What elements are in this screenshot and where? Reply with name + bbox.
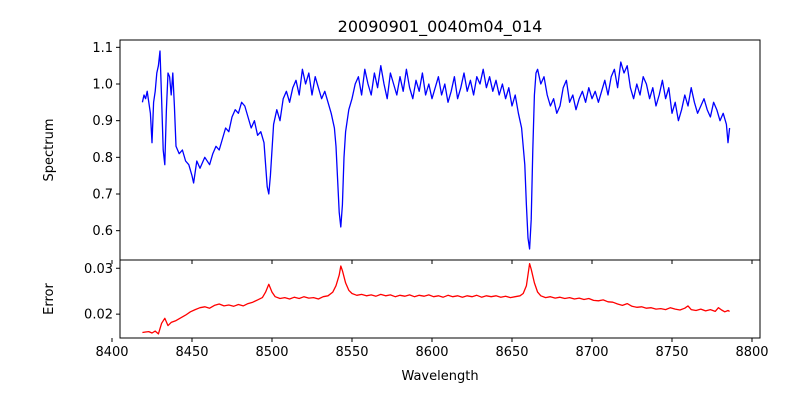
error-series-line [142,263,730,335]
error-x-tick-label: 8650 [495,345,528,360]
chart-title: 20090901_0040m04_014 [338,17,543,37]
spectrum-y-tick-label: 0.6 [92,224,113,239]
spectrum-y-tick-label: 0.7 [92,188,113,203]
error-x-tick-label: 8700 [575,345,608,360]
error-y-axis-label: Error [42,283,57,315]
error-x-axis-label: Wavelength [401,369,478,384]
spectrum-y-tick-label: 0.9 [92,114,113,129]
error-panel: 8400 8450 8500 8550 8600 8650 8700 8750 8800 0.02… [42,259,769,384]
error-x-tick-label: 8800 [735,345,768,360]
spectrum-y-tick-label: 1.0 [92,78,113,93]
spectrum-series-line [141,50,731,250]
spectrum-y-tick-label: 0.8 [92,151,113,166]
error-x-tick-label: 8450 [175,345,208,360]
error-x-tick-label: 8750 [655,345,688,360]
error-x-tick-label: 8600 [415,345,448,360]
spectrum-axes-frame [119,39,761,261]
error-x-tick-label: 8550 [335,345,368,360]
spectrum-y-tick-label: 1.1 [92,41,113,56]
error-y-tick-label: 0.02 [84,308,113,323]
spectrum-panel: 0.6 0.7 0.8 0.9 1.0 1.1 Spectrum 20090901_0040m… [42,17,761,264]
error-axes-frame [119,259,761,339]
spectrum-y-axis-label: Spectrum [42,119,57,182]
error-y-tick-label: 0.03 [84,262,113,277]
error-x-tick-label: 8500 [255,345,288,360]
error-x-tick-label: 8400 [95,345,128,360]
